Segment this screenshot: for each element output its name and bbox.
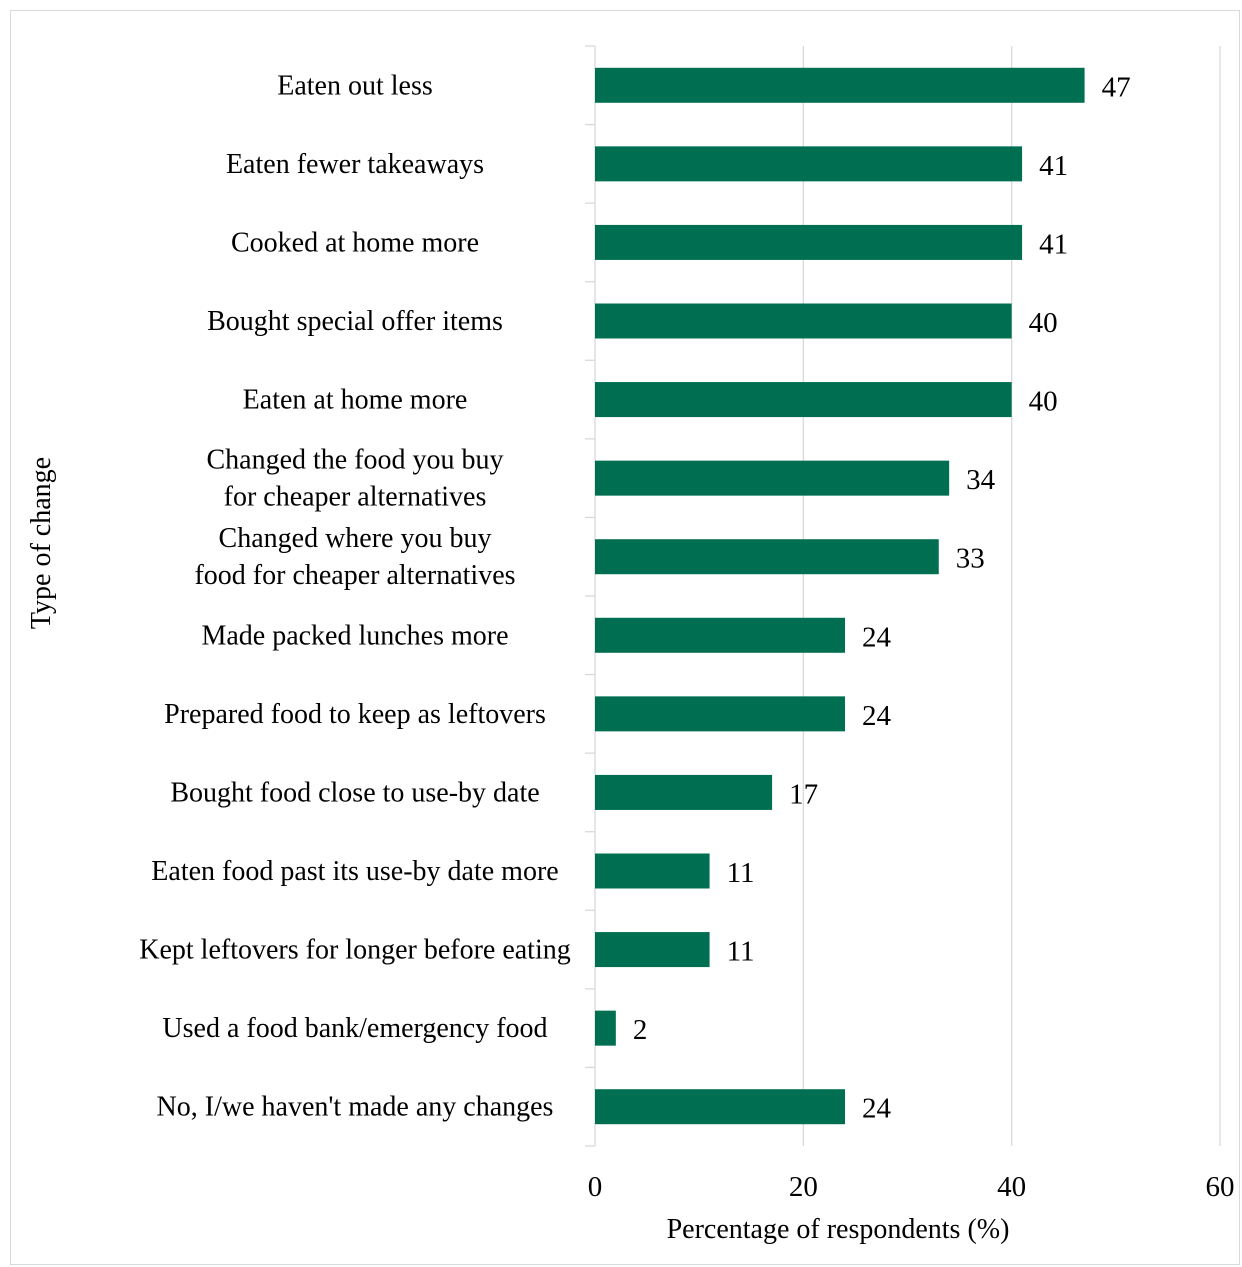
bar-value-label: 24 [862, 700, 892, 732]
category-label: Used a food bank/emergency food [162, 1013, 547, 1044]
bar-value-label: 40 [1029, 307, 1058, 339]
category-label: Eaten food past its use-by date more [151, 856, 558, 887]
category-label: No, I/we haven't made any changes [157, 1092, 554, 1123]
category-label: Eaten out less [277, 70, 433, 101]
category-axis [585, 45, 596, 1147]
bar [595, 460, 950, 496]
bar [595, 853, 710, 889]
value-labels: 47 41 41 40 40 34 33 24 24 17 11 11 2 24 [633, 71, 1131, 1124]
bar [595, 774, 773, 810]
x-tick-labels: 0 20 40 60 [588, 1171, 1235, 1203]
bar [595, 539, 939, 575]
bar-value-label: 34 [966, 464, 996, 496]
x-axis-title: Percentage of respondents (%) [667, 1214, 1010, 1245]
bar [595, 224, 1023, 260]
bar-value-label: 24 [862, 621, 892, 653]
bar [595, 303, 1012, 339]
x-tick-label: 20 [789, 1171, 818, 1203]
bar [595, 382, 1012, 418]
x-tick-label: 0 [588, 1171, 603, 1203]
category-label: Kept leftovers for longer before eating [139, 935, 570, 966]
bar-value-label: 11 [727, 936, 755, 968]
bar-value-label: 33 [956, 543, 985, 575]
category-label: Bought food close to use-by date [170, 777, 539, 808]
category-label: Cooked at home more [231, 227, 479, 258]
bar [595, 617, 845, 653]
category-label: for cheaper alternatives [224, 482, 487, 513]
category-label: Prepared food to keep as leftovers [164, 699, 546, 730]
category-label: Made packed lunches more [201, 620, 508, 651]
x-tick-label: 40 [997, 1171, 1026, 1203]
bar-value-label: 47 [1102, 71, 1131, 103]
category-labels: Eaten out less Eaten fewer takeaways Cooke… [139, 70, 570, 1122]
bar-value-label: 11 [727, 857, 755, 889]
x-tick-label: 60 [1206, 1171, 1235, 1203]
gridlines [802, 46, 1221, 1146]
bar-value-label: 2 [633, 1014, 648, 1046]
bar [595, 1089, 845, 1125]
bar [595, 696, 845, 732]
category-label: Eaten fewer takeaways [226, 149, 484, 180]
bar [595, 1010, 616, 1046]
bar-value-label: 24 [862, 1093, 892, 1125]
category-label: Eaten at home more [243, 385, 468, 416]
bar [595, 146, 1023, 182]
category-label: Changed where you buy [219, 523, 492, 554]
category-label: Changed the food you buy [206, 445, 503, 476]
bars [595, 67, 1085, 1125]
bar-value-label: 40 [1029, 386, 1058, 418]
y-axis-title: Type of change [26, 457, 57, 629]
category-label: Bought special offer items [207, 306, 503, 337]
bar-value-label: 17 [789, 778, 818, 810]
bar [595, 67, 1085, 103]
bar-value-label: 41 [1039, 228, 1068, 260]
bar-value-label: 41 [1039, 150, 1068, 182]
category-label: food for cheaper alternatives [194, 560, 515, 591]
bar [595, 932, 710, 968]
